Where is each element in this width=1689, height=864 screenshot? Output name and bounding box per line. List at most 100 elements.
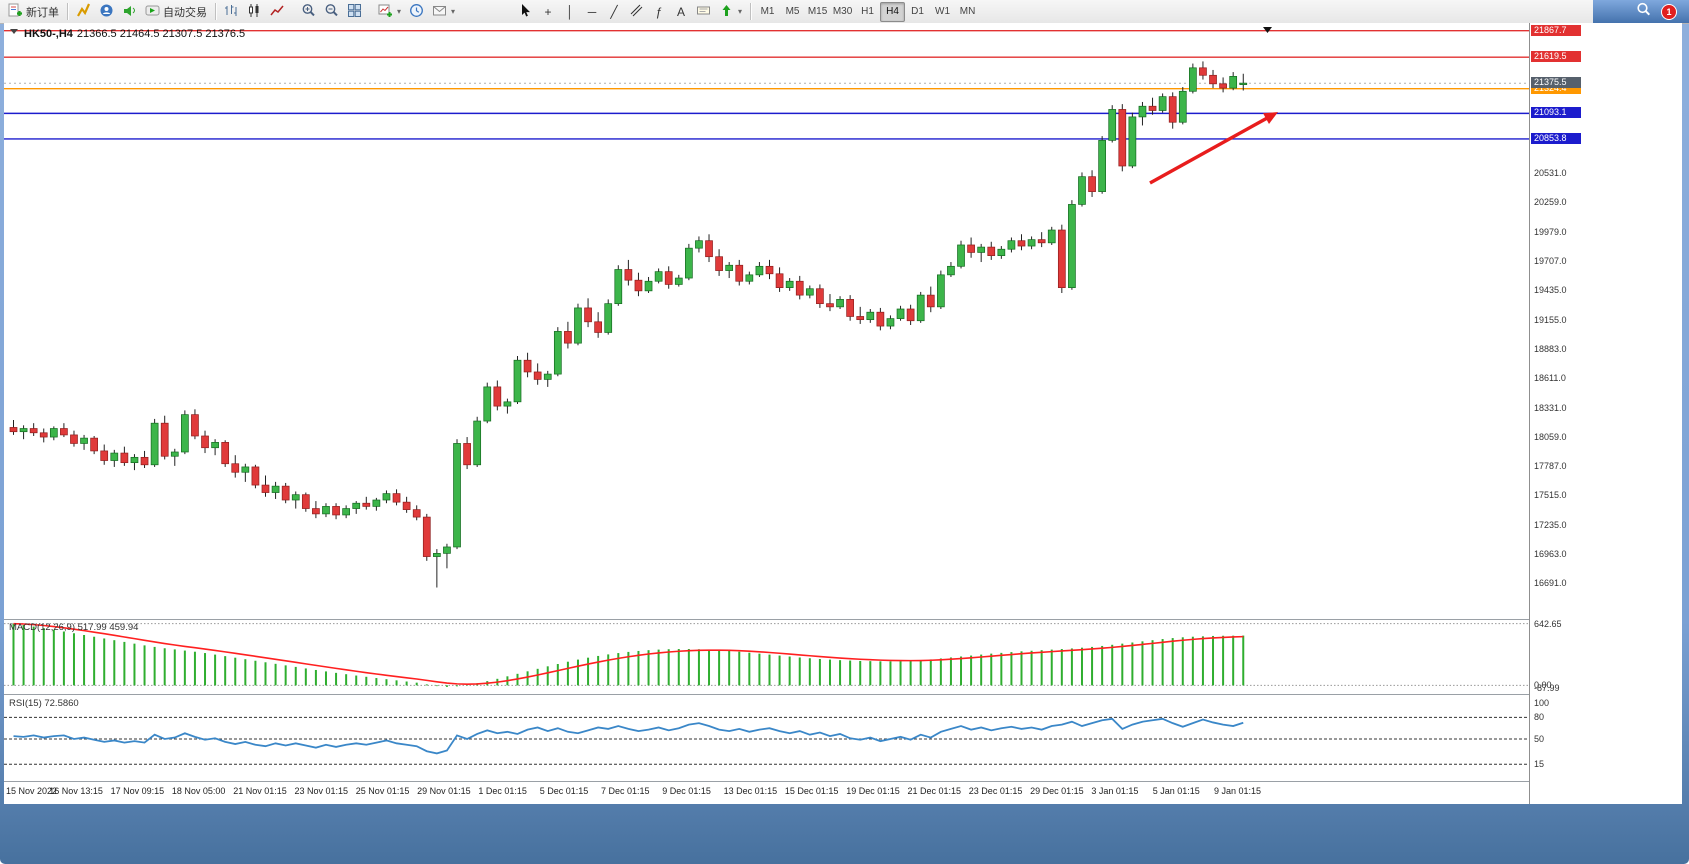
auto-trading-button[interactable]: 自动交易 xyxy=(141,2,211,22)
timeframe-h1-button[interactable]: H1 xyxy=(855,2,880,22)
axis-tick-label: 50 xyxy=(1534,734,1545,744)
axis-tick-label: 18611.0 xyxy=(1534,373,1566,384)
zoom-out-icon xyxy=(324,3,339,21)
new-order-button[interactable]: 新订单 xyxy=(4,2,63,22)
toolbar-separator xyxy=(67,3,68,20)
timeframe-m30-button[interactable]: M30 xyxy=(830,2,855,22)
axis-tick-label: 0.00 xyxy=(1534,680,1552,691)
timeframe-m15-button[interactable]: M15 xyxy=(805,2,830,22)
timeframe-w1-button[interactable]: W1 xyxy=(930,2,955,22)
axis-tick-label: 18059.0 xyxy=(1534,432,1567,443)
mail-button[interactable]: ▾ xyxy=(428,2,459,22)
time-axis-label: 15 Nov 2022 xyxy=(6,786,58,796)
axis-tick-label: 80 xyxy=(1534,712,1545,723)
mail-icon xyxy=(432,3,447,21)
time-axis-label: 23 Dec 01:15 xyxy=(968,786,1023,796)
time-axis-label: 15 Dec 01:15 xyxy=(784,786,839,796)
axis-tick-label: 100 xyxy=(1534,698,1550,708)
axis-tick-label: -87.99 xyxy=(1534,683,1560,693)
crosshair-icon: + xyxy=(544,4,552,19)
chart-title: HK50-,H4 21366.5 21464.5 21307.5 21376.5 xyxy=(9,27,245,41)
axis-tick-label: 20531.0 xyxy=(1534,168,1567,179)
new-chart-icon xyxy=(378,3,393,21)
axis-tick-label: 17515.0 xyxy=(1534,490,1567,501)
candlestick-chart-icon xyxy=(247,3,262,21)
price-chart[interactable] xyxy=(4,23,1529,619)
arrow-up-icon xyxy=(719,3,734,21)
zoom-in-button[interactable] xyxy=(297,2,320,22)
time-axis-label: 18 Nov 05:00 xyxy=(171,786,226,796)
axis-tick-label: 17235.0 xyxy=(1534,520,1567,531)
time-axis: 15 Nov 2022 16 Nov 13:15 17 Nov 09:15 18 No… xyxy=(4,782,1529,804)
time-axis-label: 9 Jan 01:15 xyxy=(1214,786,1262,796)
axis-tick-label: 18883.0 xyxy=(1534,344,1567,355)
profile-button[interactable] xyxy=(95,2,118,22)
axis-tick-label: 17787.0 xyxy=(1534,461,1567,472)
trendline-button[interactable]: ╱ xyxy=(603,2,625,22)
axis-tick-label: 20259.0 xyxy=(1534,197,1567,208)
panel-separator[interactable] xyxy=(4,619,1681,620)
horizontal-line-button[interactable]: ─ xyxy=(581,2,603,22)
tile-windows-button[interactable] xyxy=(343,2,366,22)
clock-icon xyxy=(409,3,424,21)
macd-indicator-label: MACD(12,26,9) 517.99 459.94 xyxy=(9,622,139,633)
search-icon[interactable] xyxy=(1636,2,1651,22)
axis-tick-label: 642.65 xyxy=(1534,618,1562,629)
arrows-button[interactable]: ▾ xyxy=(715,2,746,22)
time-axis-label: 16 Nov 13:15 xyxy=(49,786,103,796)
macd-panel[interactable] xyxy=(4,620,1529,694)
horizontal-line-icon: ─ xyxy=(587,4,597,19)
time-axis-label: 21 Nov 01:15 xyxy=(233,786,287,796)
new-chart-button[interactable]: ▾ xyxy=(374,2,405,22)
timeframe-m1-button[interactable]: M1 xyxy=(755,2,780,22)
clock-button[interactable] xyxy=(405,2,428,22)
text-label-button[interactable] xyxy=(692,2,715,22)
axis-tick-label: 16691.0 xyxy=(1534,578,1567,589)
rsi-indicator-label: RSI(15) 72.5860 xyxy=(9,698,79,709)
notification-badge[interactable]: 1 xyxy=(1661,3,1677,20)
axis-tick-label: 15 xyxy=(1534,759,1545,770)
vertical-line-icon: │ xyxy=(566,4,574,19)
fibonacci-icon: ƒ xyxy=(655,4,663,19)
auto-trading-icon xyxy=(145,3,160,21)
timeframe-h4-button[interactable]: H4 xyxy=(880,1,906,22)
rsi-panel[interactable] xyxy=(4,695,1529,781)
candlestick-chart-button[interactable] xyxy=(243,2,266,22)
vertical-line-button[interactable]: │ xyxy=(559,2,581,22)
crosshair-button[interactable]: + xyxy=(537,2,559,22)
indicators-button[interactable] xyxy=(72,2,95,22)
fibonacci-button[interactable]: ƒ xyxy=(648,2,670,22)
zoom-out-button[interactable] xyxy=(320,2,343,22)
line-chart-icon xyxy=(270,3,285,21)
down-triangle-marker xyxy=(1263,27,1272,33)
panel-separator[interactable] xyxy=(4,694,1681,695)
auto-trading-label: 自动交易 xyxy=(163,6,207,19)
timeframe-group: M1 M5 M15 M30 H1 H4 D1 W1 MN xyxy=(755,1,980,22)
main-toolbar: 新订单 自动交易 ▾ ▾ xyxy=(0,0,1689,24)
chevron-down-icon: ▾ xyxy=(397,7,402,16)
axis-tick-label: 19155.0 xyxy=(1534,315,1567,326)
timeframe-mn-button[interactable]: MN xyxy=(955,2,980,22)
time-axis-label: 29 Nov 01:15 xyxy=(417,786,471,796)
line-chart-button[interactable] xyxy=(266,2,289,22)
text-button[interactable]: A xyxy=(670,2,692,22)
timeframe-m5-button[interactable]: M5 xyxy=(780,2,805,22)
time-axis-label: 9 Dec 01:15 xyxy=(662,786,711,796)
price-axis: 20531.0 20259.0 19979.0 19707.0 19435.0 19155… xyxy=(1529,23,1682,804)
time-axis-label: 25 Nov 01:15 xyxy=(355,786,410,796)
zoom-in-icon xyxy=(301,3,316,21)
axis-tick-label: 19707.0 xyxy=(1534,256,1567,267)
price-level-label: 21375.5 xyxy=(1531,77,1581,89)
time-axis-label: 1 Dec 01:15 xyxy=(478,786,527,796)
chart-area[interactable]: HK50-,H4 21366.5 21464.5 21307.5 21376.5… xyxy=(4,23,1682,804)
channel-button[interactable] xyxy=(625,2,648,22)
notifications-icon xyxy=(122,3,137,21)
toolbar-separator xyxy=(215,3,216,20)
timeframe-d1-button[interactable]: D1 xyxy=(905,2,930,22)
chart-symbol: HK50-,H4 xyxy=(24,28,73,40)
price-level-label: 21619.5 xyxy=(1531,51,1581,63)
cursor-button[interactable] xyxy=(514,2,537,22)
notifications-button[interactable] xyxy=(118,2,141,22)
bar-chart-button[interactable] xyxy=(220,2,243,22)
